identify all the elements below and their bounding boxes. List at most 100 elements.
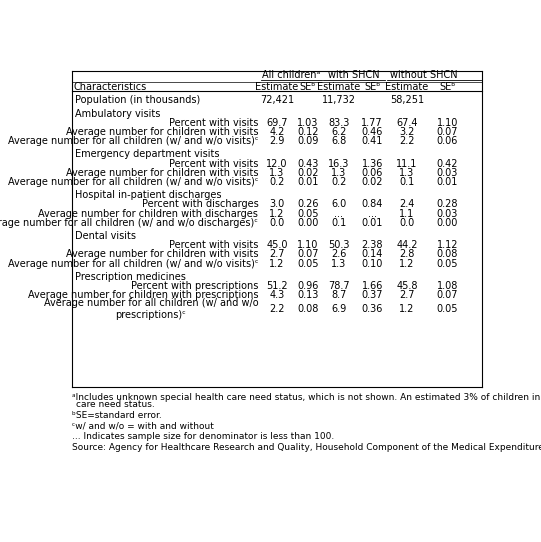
Text: 72,421: 72,421: [260, 95, 294, 106]
Text: Average number for all children (w/ and w/o visits)ᶜ: Average number for all children (w/ and …: [8, 136, 258, 146]
Text: Emergency department visits: Emergency department visits: [75, 150, 219, 159]
Text: 11,732: 11,732: [322, 95, 356, 106]
Text: Estimate: Estimate: [385, 82, 428, 92]
Text: 2.38: 2.38: [361, 240, 383, 250]
Text: 1.3: 1.3: [269, 168, 285, 178]
Text: Population (in thousands): Population (in thousands): [75, 95, 200, 106]
Text: 69.7: 69.7: [266, 118, 288, 128]
Text: 78.7: 78.7: [328, 281, 349, 291]
Text: 51.2: 51.2: [266, 281, 288, 291]
Text: 1.2: 1.2: [399, 304, 415, 314]
Text: 45.0: 45.0: [266, 240, 288, 250]
Text: 0.1: 0.1: [399, 177, 415, 187]
Text: 6.2: 6.2: [331, 127, 347, 137]
Text: 0.02: 0.02: [361, 177, 383, 187]
Text: 0.06: 0.06: [361, 168, 383, 178]
Text: 0.01: 0.01: [297, 177, 319, 187]
Text: Characteristics: Characteristics: [74, 82, 147, 92]
Text: 0.05: 0.05: [297, 259, 319, 269]
Text: Ambulatory visits: Ambulatory visits: [75, 108, 160, 119]
Text: 1.3: 1.3: [331, 168, 346, 178]
Text: 0.02: 0.02: [297, 168, 319, 178]
Text: ᶜw/ and w/o = with and without: ᶜw/ and w/o = with and without: [72, 422, 214, 430]
Text: 44.2: 44.2: [397, 240, 418, 250]
Text: 0.37: 0.37: [361, 291, 383, 300]
Text: 0.08: 0.08: [297, 304, 319, 314]
Text: Average number for children with discharges: Average number for children with dischar…: [38, 209, 258, 218]
Text: 2.8: 2.8: [399, 249, 415, 260]
Text: Average number for children with prescriptions: Average number for children with prescri…: [28, 291, 258, 300]
Text: 58,251: 58,251: [390, 95, 424, 106]
Text: 0.07: 0.07: [297, 249, 319, 260]
Text: 67.4: 67.4: [397, 118, 418, 128]
Text: Average number for all children (w/ and w/o visits)ᶜ: Average number for all children (w/ and …: [8, 259, 258, 269]
Text: 0.0: 0.0: [269, 218, 285, 228]
Text: All childrenᵃ: All childrenᵃ: [262, 70, 321, 80]
Text: 11.1: 11.1: [397, 159, 418, 169]
Text: 1.12: 1.12: [437, 240, 458, 250]
Text: 2.2: 2.2: [399, 136, 415, 146]
Text: 0.07: 0.07: [437, 291, 458, 300]
Text: 1.2: 1.2: [269, 209, 285, 218]
Text: 6.0: 6.0: [331, 199, 346, 209]
Text: 0.08: 0.08: [437, 249, 458, 260]
Text: 0.03: 0.03: [437, 168, 458, 178]
Text: 0.05: 0.05: [437, 259, 458, 269]
Text: 0.00: 0.00: [297, 218, 319, 228]
Text: 0.13: 0.13: [297, 291, 319, 300]
Text: Percent with visits: Percent with visits: [169, 159, 258, 169]
Text: Percent with prescriptions: Percent with prescriptions: [131, 281, 258, 291]
Text: ᵇSE=standard error.: ᵇSE=standard error.: [72, 411, 162, 420]
Text: 4.2: 4.2: [269, 127, 285, 137]
Text: ...: ...: [368, 209, 377, 218]
Text: 0.96: 0.96: [297, 281, 319, 291]
Text: 0.14: 0.14: [361, 249, 383, 260]
Text: 2.4: 2.4: [399, 199, 415, 209]
Text: ...: ...: [334, 209, 344, 218]
Text: Hospital in-patient discharges: Hospital in-patient discharges: [75, 190, 221, 200]
Text: 0.41: 0.41: [361, 136, 383, 146]
Text: 1.77: 1.77: [361, 118, 383, 128]
Text: 2.2: 2.2: [269, 304, 285, 314]
Text: 2.6: 2.6: [331, 249, 347, 260]
Text: Estimate: Estimate: [317, 82, 360, 92]
Text: 0.07: 0.07: [437, 127, 458, 137]
Text: 1.1: 1.1: [399, 209, 415, 218]
Text: 0.12: 0.12: [297, 127, 319, 137]
Text: 0.00: 0.00: [437, 218, 458, 228]
Text: 0.26: 0.26: [297, 199, 319, 209]
Text: 1.10: 1.10: [437, 118, 458, 128]
Text: Percent with visits: Percent with visits: [169, 118, 258, 128]
Text: SEᵇ: SEᵇ: [439, 82, 456, 92]
Text: 8.7: 8.7: [331, 291, 347, 300]
Text: ᵃIncludes unknown special health care need status, which is not shown. An estima: ᵃIncludes unknown special health care ne…: [72, 393, 541, 402]
Text: 1.03: 1.03: [297, 118, 319, 128]
Text: 0.05: 0.05: [297, 209, 319, 218]
Text: SEᵇ: SEᵇ: [364, 82, 380, 92]
Text: 45.8: 45.8: [397, 281, 418, 291]
Text: 1.36: 1.36: [361, 159, 383, 169]
Text: 3.2: 3.2: [399, 127, 415, 137]
Text: 0.0: 0.0: [399, 218, 415, 228]
Text: 0.84: 0.84: [361, 199, 383, 209]
Text: Average number for children with visits: Average number for children with visits: [66, 127, 258, 137]
Text: 0.06: 0.06: [437, 136, 458, 146]
Text: Average number for all children (w/ and w/o discharges)ᶜ: Average number for all children (w/ and …: [0, 218, 258, 228]
Text: 0.05: 0.05: [437, 304, 458, 314]
Text: Prescription medicines: Prescription medicines: [75, 272, 186, 282]
Text: 0.1: 0.1: [331, 218, 346, 228]
Text: 0.28: 0.28: [437, 199, 458, 209]
Text: 1.3: 1.3: [331, 259, 346, 269]
Text: 0.03: 0.03: [437, 209, 458, 218]
Text: 1.2: 1.2: [399, 259, 415, 269]
Text: 12.0: 12.0: [266, 159, 288, 169]
Text: 6.9: 6.9: [331, 304, 346, 314]
Text: 3.0: 3.0: [269, 199, 285, 209]
Text: Estimate: Estimate: [255, 82, 299, 92]
Text: 2.7: 2.7: [399, 291, 415, 300]
Text: Dental visits: Dental visits: [75, 231, 136, 241]
Text: 0.2: 0.2: [269, 177, 285, 187]
Text: Source: Agency for Healthcare Research and Quality, Household Component of the M: Source: Agency for Healthcare Research a…: [72, 443, 541, 452]
Text: Percent with visits: Percent with visits: [169, 240, 258, 250]
Text: 4.3: 4.3: [269, 291, 285, 300]
